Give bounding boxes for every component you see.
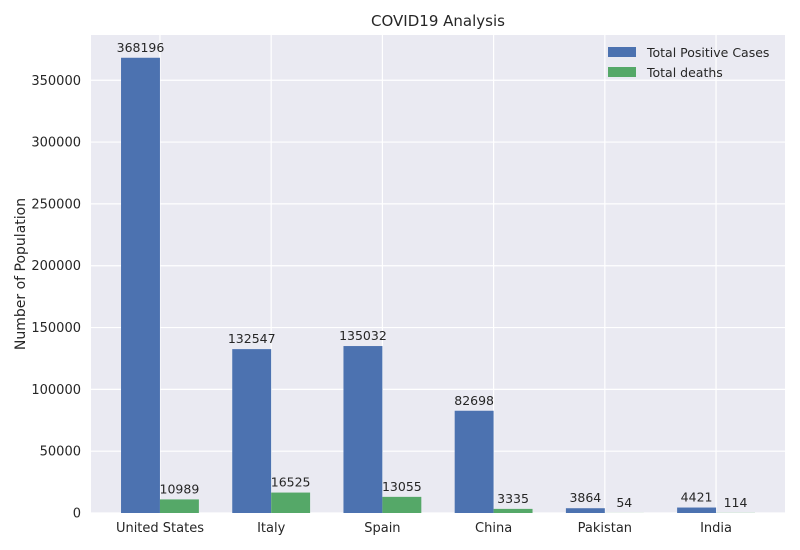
y-tick-label: 50000: [40, 445, 81, 460]
x-tick-label: Pakistan: [578, 521, 632, 536]
legend-swatch: [608, 67, 636, 77]
bar-total-positive-cases: [232, 349, 272, 513]
legend-label: Total deaths: [646, 65, 723, 80]
legend-swatch: [608, 47, 636, 57]
data-label: 135032: [339, 328, 387, 343]
y-tick-label: 0: [73, 507, 81, 522]
y-tick-label: 150000: [31, 321, 81, 336]
plot-area: [91, 35, 785, 513]
data-label: 132547: [228, 331, 276, 346]
data-label: 16525: [271, 475, 311, 490]
y-tick-labels: 0 50000 100000 150000 200000 250000 300000 3500…: [31, 74, 81, 522]
bars: [121, 57, 755, 513]
data-label: 114: [724, 495, 748, 510]
y-tick-label: 300000: [31, 136, 81, 151]
x-tick-label: Spain: [364, 521, 400, 536]
bar-total-deaths: [493, 508, 533, 513]
bar-total-deaths: [159, 499, 199, 513]
x-tick-label: United States: [116, 521, 204, 536]
grid-lines: [91, 35, 785, 514]
y-tick-label: 100000: [31, 383, 81, 398]
bar-total-positive-cases: [343, 346, 383, 513]
legend-label: Total Positive Cases: [646, 45, 769, 60]
data-label: 82698: [454, 393, 494, 408]
bar-total-positive-cases: [565, 508, 605, 513]
data-labels: 368196 132547 135032 82698 3864 4421 10989 1652…: [117, 40, 748, 510]
y-axis-label: Number of Population: [13, 198, 29, 350]
bar-total-positive-cases: [454, 410, 494, 513]
data-label: 13055: [382, 479, 422, 494]
chart-title: COVID19 Analysis: [371, 12, 505, 30]
x-tick-labels: United States Italy Spain China Pakistan Indi…: [116, 521, 732, 536]
data-label: 3864: [569, 490, 601, 505]
data-label: 3335: [497, 491, 529, 506]
legend: Total Positive Cases Total deaths: [608, 45, 769, 80]
bar-total-positive-cases: [121, 57, 160, 513]
y-tick-label: 250000: [31, 197, 81, 212]
bar-total-deaths: [382, 496, 422, 513]
bar-total-positive-cases: [677, 507, 717, 513]
x-tick-label: Italy: [257, 521, 286, 536]
data-label: 54: [616, 495, 632, 510]
x-tick-label: India: [700, 521, 732, 536]
data-label: 4421: [681, 490, 713, 505]
data-label: 10989: [160, 481, 200, 496]
bar-total-deaths: [271, 492, 311, 513]
y-tick-label: 200000: [31, 259, 81, 274]
data-label: 368196: [117, 40, 165, 55]
x-tick-label: China: [475, 521, 512, 536]
y-tick-label: 350000: [31, 74, 81, 89]
